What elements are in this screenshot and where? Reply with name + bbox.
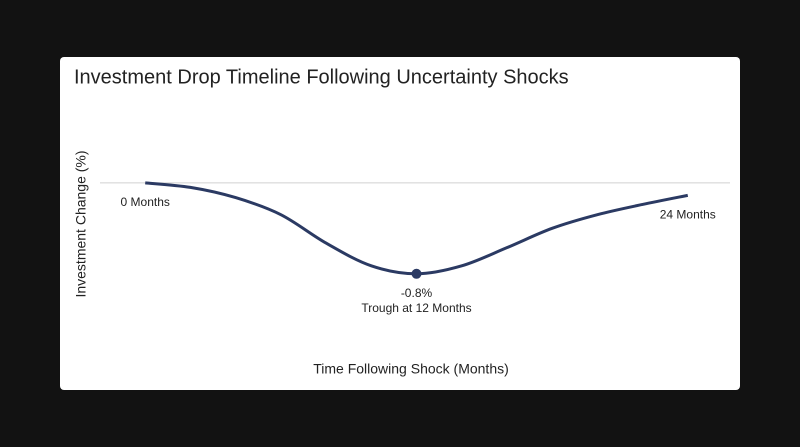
point-marker [411,268,422,279]
x-axis-label: Time Following Shock (Months) [313,361,509,377]
chart-title: Investment Drop Timeline Following Uncer… [74,66,569,88]
card [60,57,740,390]
annotation: Trough at 12 Months [361,301,471,315]
annotation: 24 Months [660,208,716,222]
data-label: -0.8% [401,286,433,300]
annotation: 0 Months [121,195,170,209]
y-axis-label: Investment Change (%) [73,150,89,297]
